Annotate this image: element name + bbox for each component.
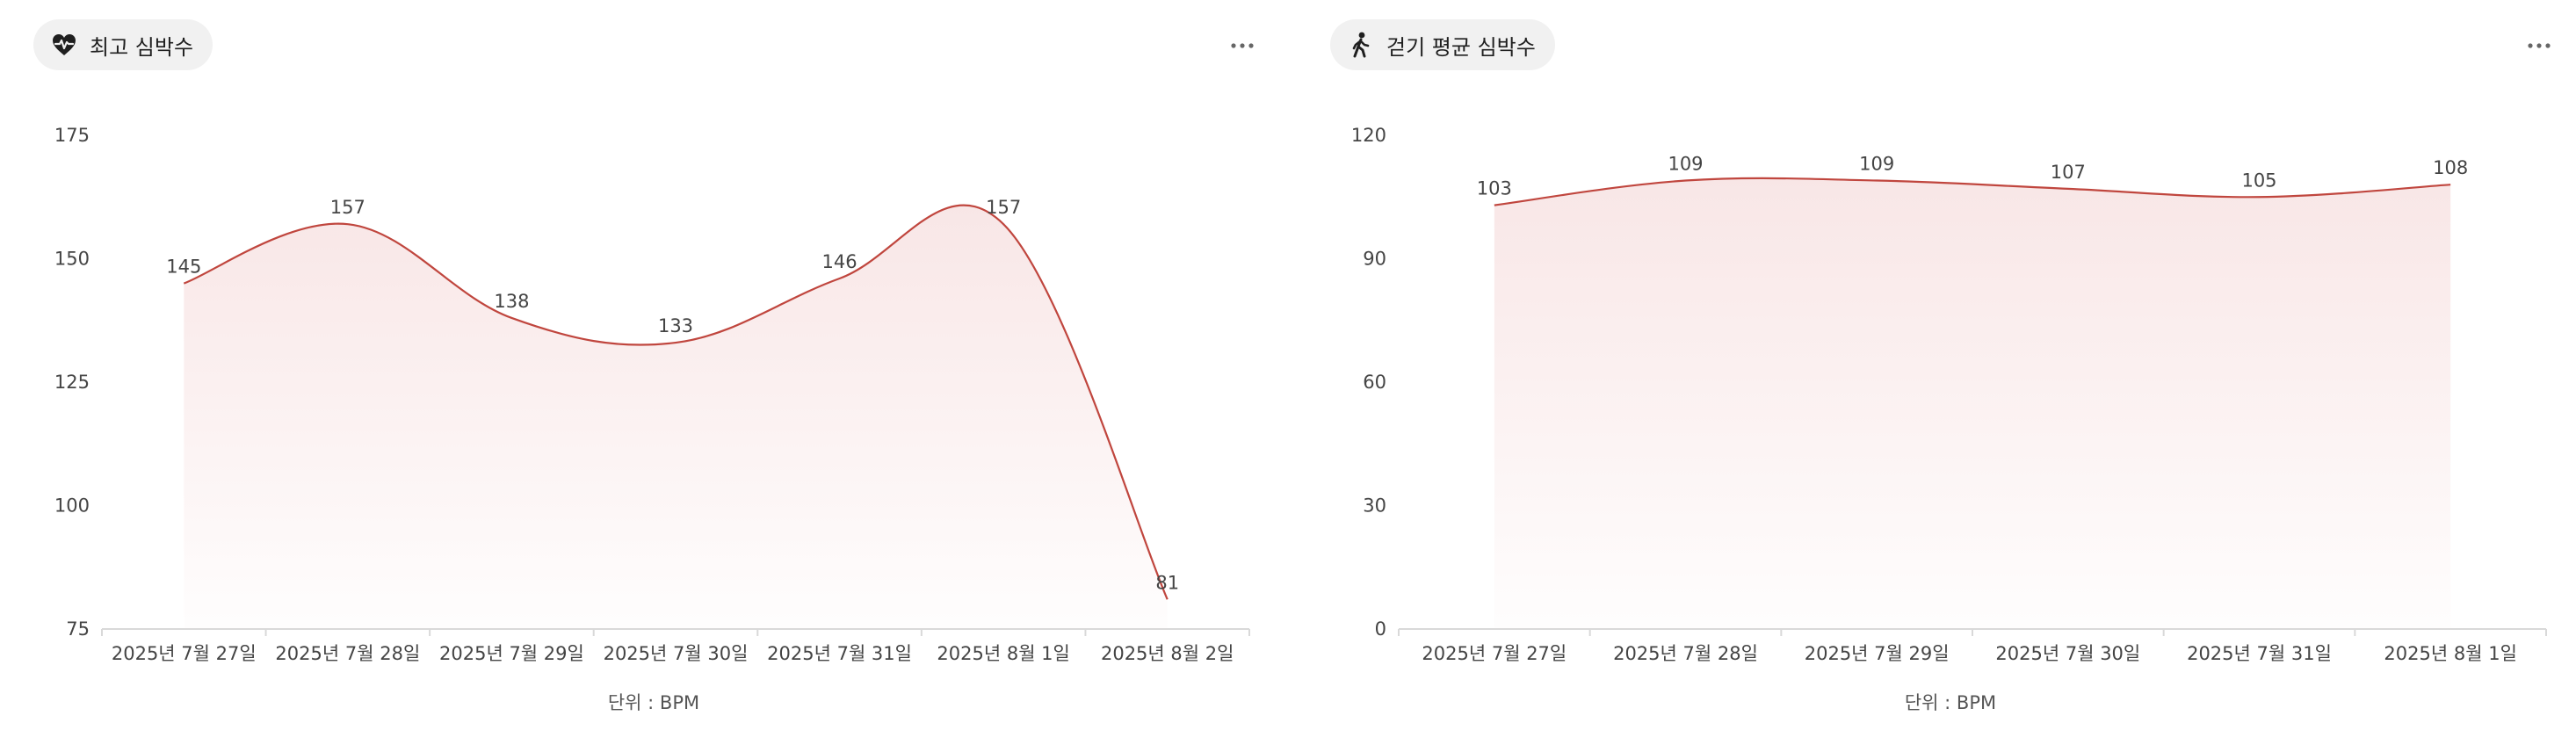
chart-title: 걷기 평균 심박수 (1386, 34, 1536, 60)
x-tick-label: 2025년 8월 2일 (1101, 643, 1234, 664)
x-tick-label: 2025년 8월 1일 (2384, 643, 2516, 664)
x-tick-label: 2025년 7월 28일 (1613, 643, 1758, 664)
data-label: 108 (2433, 157, 2468, 178)
more-options-button[interactable] (1225, 28, 1260, 63)
x-tick-label: 2025년 7월 27일 (1422, 643, 1567, 664)
data-label: 133 (658, 315, 693, 336)
y-tick-label: 100 (54, 495, 90, 517)
y-tick-label: 125 (54, 372, 90, 393)
data-label: 81 (1155, 572, 1179, 593)
series-area (184, 205, 1168, 629)
more-horizontal-icon (2528, 43, 2551, 48)
x-tick-label: 2025년 7월 28일 (275, 643, 420, 664)
chart-title: 최고 심박수 (90, 34, 194, 60)
x-tick-label: 2025년 7월 30일 (604, 643, 749, 664)
y-tick-label: 60 (1363, 372, 1386, 393)
chart-panel-max-heart-rate: 최고 심박수 75 100 125 150 175 2025년 7월 27일 2025년 7… (33, 19, 1260, 713)
y-tick-label: 90 (1363, 249, 1386, 270)
y-tick-label: 30 (1363, 495, 1386, 517)
data-label: 145 (166, 257, 201, 278)
y-tick-label: 175 (54, 125, 90, 146)
series-line (1494, 177, 2451, 206)
chart-panel-walking-avg-heart-rate: 걷기 평균 심박수 0 30 60 90 120 2025년 7월 27일 2025년 7월… (1288, 0, 2576, 752)
walking-person-icon (1348, 32, 1374, 58)
x-tick-label: 2025년 7월 31일 (767, 643, 912, 664)
x-tick-label: 2025년 8월 1일 (937, 643, 1069, 664)
chart-title-chip[interactable]: 최고 심박수 (33, 19, 213, 70)
x-tick-label: 2025년 7월 29일 (1805, 643, 1950, 664)
line-area-chart: 0 30 60 90 120 2025년 7월 27일 2025년 7월 28일 2025년 … (1351, 125, 2547, 664)
data-label: 157 (986, 197, 1021, 218)
data-label: 109 (1859, 154, 1894, 175)
x-tick-label: 2025년 7월 30일 (1995, 643, 2140, 664)
data-label: 138 (494, 291, 529, 312)
x-tick-label: 2025년 7월 31일 (2187, 643, 2332, 664)
line-area-chart: 75 100 125 150 175 2025년 7월 27일 2025년 7월 28일 20… (54, 125, 1250, 664)
more-options-button[interactable] (2522, 28, 2557, 63)
data-label: 105 (2241, 170, 2276, 191)
unit-label: 단위 : BPM (1904, 692, 1997, 713)
data-label: 157 (330, 197, 365, 218)
y-tick-label: 120 (1351, 125, 1386, 146)
series-line (183, 204, 1169, 600)
x-tick-label: 2025년 7월 27일 (112, 643, 257, 664)
series-area (1494, 177, 2451, 629)
more-horizontal-icon (1231, 43, 1254, 48)
heart-pulse-icon (51, 32, 77, 58)
y-tick-label: 0 (1375, 618, 1386, 640)
unit-label: 단위 : BPM (607, 692, 700, 713)
data-label: 107 (2051, 162, 2086, 183)
data-label: 109 (1668, 154, 1703, 175)
y-tick-label: 75 (66, 618, 90, 640)
x-tick-label: 2025년 7월 29일 (439, 643, 584, 664)
data-label: 146 (822, 251, 857, 272)
data-label: 103 (1477, 178, 1512, 199)
chart-title-chip[interactable]: 걷기 평균 심박수 (1330, 19, 1555, 70)
y-tick-label: 150 (54, 249, 90, 270)
